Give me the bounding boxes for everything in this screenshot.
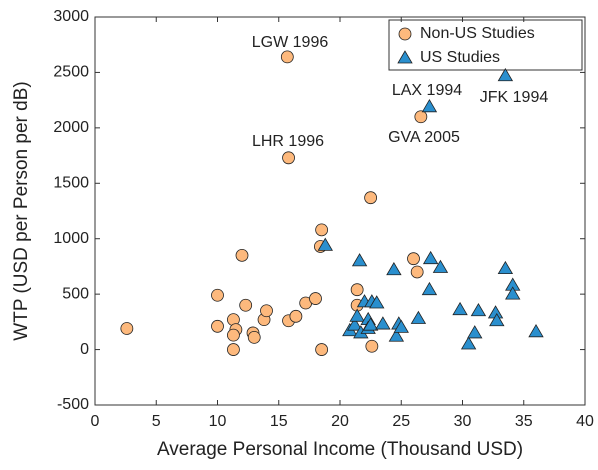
triangle-marker [388,328,405,342]
triangle-marker [375,316,391,330]
triangle-marker [422,250,439,265]
x-tick-label: 30 [454,413,472,430]
triangle-marker [362,317,379,331]
triangle-marker [410,310,427,324]
triangle-marker [452,301,468,316]
x-tick-label: 25 [392,413,410,430]
annotation: JFK 1994 [480,89,549,106]
triangle-marker [349,308,365,322]
circle-marker [309,292,322,305]
y-tick-label: -500 [57,396,89,413]
triangle-marker [421,281,438,296]
annotation: LAX 1994 [392,82,462,99]
triangle-marker [393,319,409,333]
circle-marker [315,343,329,356]
y-axis-label: WTP (USD per Person per dB) [11,81,32,340]
annotation: LGW 1996 [252,34,329,51]
circle-marker [280,50,294,64]
triangle-marker [386,261,402,276]
x-axis-label: Average Personal Income (Thousand USD) [157,439,523,460]
triangle-marker [528,324,544,338]
triangle-marker [497,67,514,82]
x-tick-label: 10 [209,413,227,430]
legend-marker [397,50,413,64]
circle-marker [282,151,295,165]
legend-label: Non-US Studies [420,25,535,42]
y-tick-label: 0 [80,341,89,358]
circle-marker [407,252,420,266]
triangle-marker [505,286,521,300]
circle-marker [211,288,224,302]
y-tick-label: 2000 [53,119,89,136]
x-tick-label: 15 [270,413,288,430]
plot-frame [94,16,586,406]
circle-marker [247,330,261,344]
triangle-marker [497,260,514,275]
circle-marker [235,248,249,262]
triangle-marker [351,253,368,267]
triangle-marker [347,317,363,331]
circle-marker [239,298,253,312]
circle-marker [350,283,364,297]
x-tick-label: 40 [576,413,594,430]
triangle-marker [432,259,449,273]
x-tick-label: 0 [91,413,100,430]
legend-label: US Studies [420,49,500,66]
circle-marker [289,309,303,323]
annotation: GVA 2005 [388,129,460,146]
triangle-marker [489,312,505,327]
circle-marker [227,343,240,356]
y-tick-label: 3000 [53,8,89,25]
circle-marker [410,265,424,279]
triangle-marker [467,325,483,339]
circle-marker [364,191,378,205]
x-tick-label: 35 [515,413,533,430]
circle-marker [260,304,273,318]
annotation: LHR 1996 [252,133,324,150]
y-tick-label: 1500 [53,175,89,192]
x-tick-label: 20 [331,413,349,430]
y-tick-label: 2500 [53,64,89,81]
circle-marker [315,223,329,237]
circle-marker [227,328,240,342]
triangle-marker [317,237,333,251]
y-tick-label: 500 [62,285,89,302]
x-tick-label: 5 [152,413,161,430]
circle-marker [120,322,134,335]
triangle-marker [470,302,487,317]
legend-marker [398,27,412,41]
circle-marker [414,110,428,124]
triangle-marker [369,295,385,309]
circle-marker [365,339,379,353]
legend-box [388,19,583,71]
triangle-marker [421,99,438,113]
y-tick-label: 1000 [53,230,89,247]
triangle-marker [460,336,477,350]
circle-marker [211,319,224,333]
